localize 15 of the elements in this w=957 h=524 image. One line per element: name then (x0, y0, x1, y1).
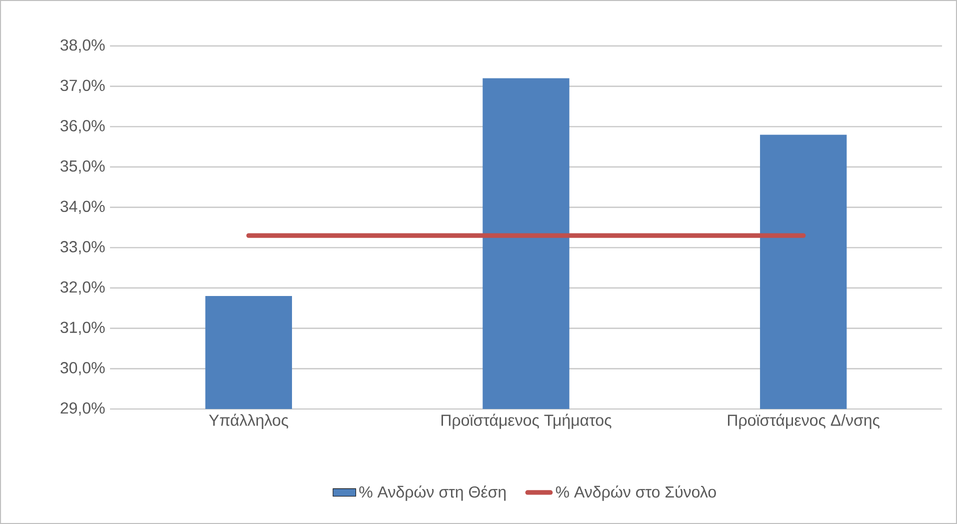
legend-label: % Ανδρών στο Σύνολο (556, 485, 716, 501)
y-tick-label: 33,0% (60, 241, 105, 254)
y-tick-label: 29,0% (60, 402, 105, 416)
y-tick-label: 32,0% (60, 281, 105, 295)
y-tick-label: 35,0% (60, 160, 105, 174)
y-tick-label: 37,0% (60, 80, 105, 93)
y-tick-label: 30,0% (60, 362, 105, 376)
y-tick-label: 31,0% (60, 322, 105, 335)
y-tick-label: 36,0% (60, 120, 105, 134)
x-tick-label: Προϊστάμενος Δ/νσης (728, 414, 880, 430)
legend-label: % Ανδρών στη Θέση (359, 485, 506, 501)
y-tick-label: 38,0% (60, 39, 105, 53)
x-tick-label: Προϊστάμενος Τμήματος (442, 414, 612, 430)
x-tick-label: Υπάλληλος (209, 414, 288, 430)
y-tick-label: 34,0% (60, 200, 105, 214)
